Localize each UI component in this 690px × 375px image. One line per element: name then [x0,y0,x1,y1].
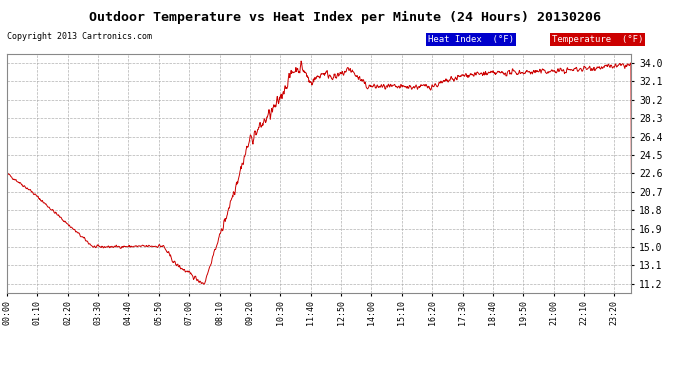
Text: Temperature  (°F): Temperature (°F) [552,35,643,44]
Text: Outdoor Temperature vs Heat Index per Minute (24 Hours) 20130206: Outdoor Temperature vs Heat Index per Mi… [89,11,601,24]
Text: Copyright 2013 Cartronics.com: Copyright 2013 Cartronics.com [7,32,152,41]
Text: Heat Index  (°F): Heat Index (°F) [428,35,514,44]
